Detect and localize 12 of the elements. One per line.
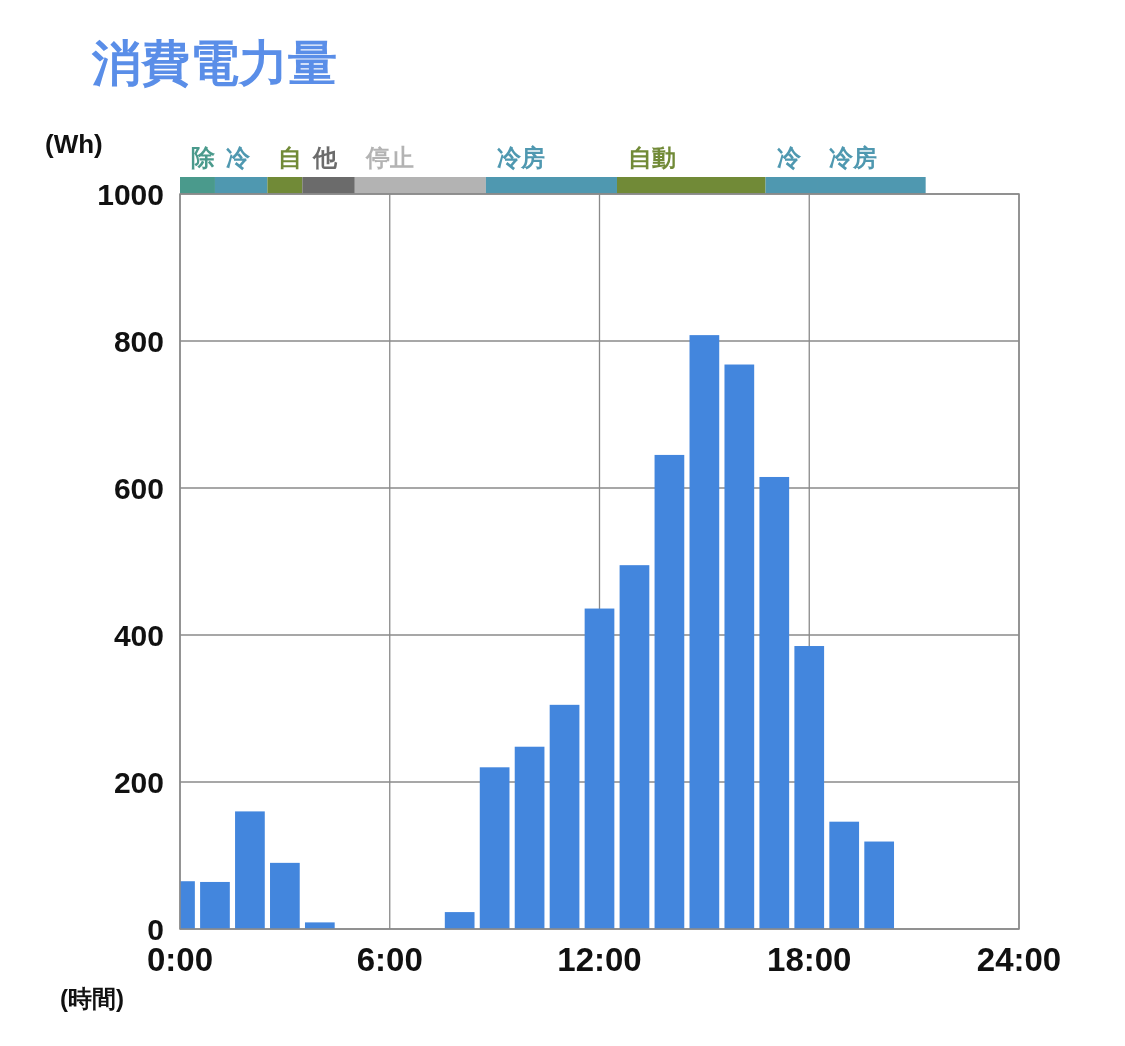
- x-tick-label: 12:00: [557, 941, 642, 978]
- y-tick-label: 400: [113, 618, 164, 652]
- x-axis-title: (時間): [60, 985, 124, 1012]
- y-tick-label: 800: [113, 324, 164, 358]
- y-tick-label: 200: [113, 765, 164, 799]
- y-tick-label: 1000: [97, 177, 164, 211]
- x-tick-label: 18:00: [767, 941, 852, 978]
- x-tick-label: 6:00: [356, 941, 423, 978]
- x-tick-label: 24:00: [976, 941, 1062, 978]
- y-tick-label: 600: [113, 471, 164, 505]
- y-axis-title: (Wh): [45, 129, 103, 159]
- chart-title: 消費電力量: [91, 36, 337, 90]
